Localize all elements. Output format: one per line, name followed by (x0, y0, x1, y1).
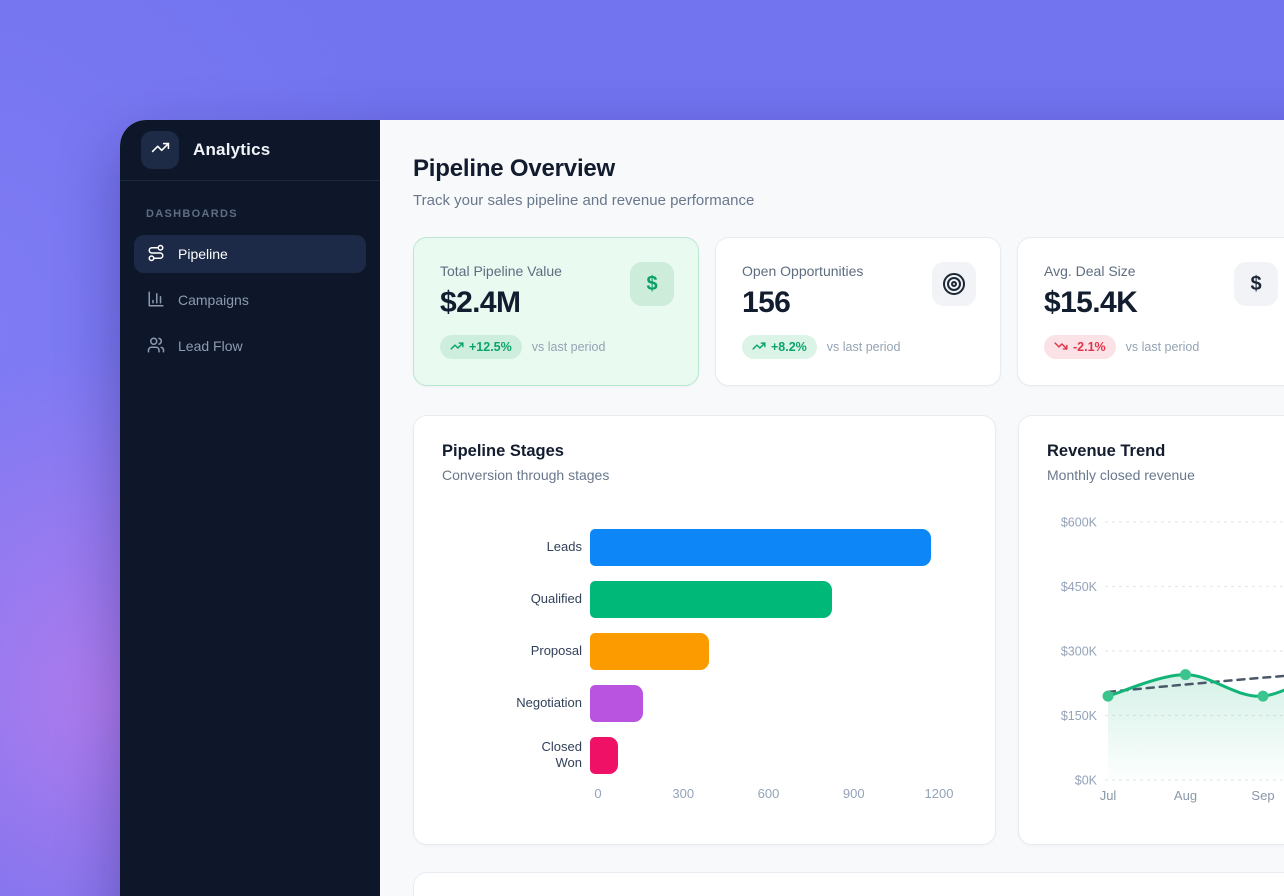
page-title: Pipeline Overview (413, 155, 616, 182)
sidebar-item-lead-flow[interactable]: Lead Flow (134, 327, 366, 365)
comparison-label: vs last period (826, 340, 901, 354)
bar-row: Proposal (442, 625, 967, 677)
sidebar-item-label: Lead Flow (178, 338, 243, 354)
pipeline-stages-chart-card: Pipeline Stages Conversion through stage… (413, 415, 996, 845)
sidebar-item-pipeline[interactable]: Pipeline (134, 235, 366, 273)
bar-track (590, 736, 967, 774)
y-axis-tick: $600K (1061, 516, 1098, 530)
change-badge: -2.1% (1044, 335, 1116, 359)
bar-track (590, 684, 967, 722)
app-title: Analytics (193, 140, 271, 159)
x-axis-month-label: Jul (1100, 788, 1117, 803)
comparison-label: vs last period (1125, 340, 1200, 354)
revenue-area-fill (1108, 674, 1284, 780)
bar-chart-icon (147, 290, 165, 311)
kpi-value: $2.4M (440, 286, 521, 319)
chart-subtitle: Monthly closed revenue (1047, 467, 1195, 483)
bottom-card-partial (413, 872, 1284, 896)
change-value: +12.5% (469, 340, 512, 354)
bar-track (590, 632, 967, 670)
app-window: Analytics DASHBOARDS Pipeline Campaigns (120, 120, 1284, 896)
trending-up-icon (752, 339, 766, 356)
bar-category-label: Negotiation (516, 695, 582, 711)
sidebar: Analytics DASHBOARDS Pipeline Campaigns (120, 120, 380, 896)
kpi-value: 156 (742, 286, 791, 319)
change-badge: +8.2% (742, 335, 817, 359)
page-subtitle: Track your sales pipeline and revenue pe… (413, 192, 755, 209)
kpi-card-avg-deal-size[interactable]: Avg. Deal Size $15.4K -2.1% vs last peri… (1017, 237, 1284, 386)
pipeline-stages-bar-chart: Leads Qualified Proposal Negotiation Closed W… (442, 521, 967, 781)
bar-track (590, 580, 967, 618)
kpi-label: Total Pipeline Value (440, 263, 562, 279)
main-content: Pipeline Overview Track your sales pipel… (380, 120, 1284, 896)
revenue-trend-line-chart: $600K$450K$300K$150K$0KJulAugSepOct (1061, 516, 1284, 803)
kpi-meta: -2.1% vs last period (1044, 335, 1276, 359)
x-axis-tick: 300 (672, 786, 695, 801)
kpi-meta: +8.2% vs last period (742, 335, 974, 359)
target-icon (932, 262, 976, 306)
x-axis-tick: 0 (594, 786, 602, 801)
chart-title: Revenue Trend (1047, 442, 1166, 460)
trending-up-icon (450, 339, 464, 356)
bar-track (590, 528, 967, 566)
bar-row: Leads (442, 521, 967, 573)
kpi-row: Total Pipeline Value $2.4M +12.5% vs las… (413, 237, 1284, 386)
sidebar-header: Analytics (120, 120, 380, 181)
kpi-meta: +12.5% vs last period (440, 335, 672, 359)
change-value: -2.1% (1073, 340, 1106, 354)
nav-section-label: DASHBOARDS (146, 208, 238, 220)
bar-category-label: Qualified (530, 591, 582, 607)
bar-segment[interactable] (590, 736, 619, 774)
users-icon (147, 336, 165, 357)
x-axis-tick: 600 (757, 786, 780, 801)
revenue-line (1106, 673, 1284, 698)
comparison-label: vs last period (531, 340, 606, 354)
bar-segment[interactable] (590, 580, 832, 618)
kpi-card-open-opportunities[interactable]: Open Opportunities 156 +8.2% vs last per… (715, 237, 1001, 386)
revenue-data-point[interactable] (1102, 690, 1114, 702)
x-axis-month-label: Aug (1174, 788, 1197, 803)
trend-dashed-line (1106, 674, 1284, 694)
bar-segment[interactable] (590, 684, 643, 722)
chart-subtitle: Conversion through stages (442, 467, 610, 483)
trending-down-icon (1054, 339, 1068, 356)
app-logo (141, 131, 179, 169)
bar-chart-x-axis: 0 300 600 900 1200 (594, 786, 967, 806)
revenue-data-point[interactable] (1180, 669, 1191, 681)
dollar-sign-icon: $ (1234, 262, 1278, 306)
sidebar-item-label: Campaigns (178, 292, 249, 308)
trending-up-icon (151, 138, 170, 162)
dollar-sign-icon: $ (630, 262, 674, 306)
y-axis-tick: $150K (1061, 709, 1098, 723)
y-axis-tick: $300K (1061, 645, 1098, 659)
bar-segment[interactable] (590, 528, 931, 566)
sidebar-item-campaigns[interactable]: Campaigns (134, 281, 366, 319)
kpi-label: Avg. Deal Size (1044, 263, 1136, 279)
x-axis-tick: 1200 (924, 786, 954, 801)
sidebar-nav: DASHBOARDS Pipeline Campaigns Lead Flow (120, 181, 380, 389)
bar-row: Qualified (442, 573, 967, 625)
bar-category-label: Leads (546, 539, 582, 555)
y-axis-tick: $450K (1061, 580, 1098, 594)
kpi-label: Open Opportunities (742, 263, 864, 279)
chart-title: Pipeline Stages (442, 442, 564, 460)
y-axis-tick: $0K (1075, 774, 1098, 788)
bar-category-label: Proposal (530, 643, 582, 659)
kpi-value: $15.4K (1044, 286, 1138, 319)
bar-category-label: Closed Won (541, 739, 582, 770)
revenue-data-point[interactable] (1257, 690, 1269, 702)
bar-row: Negotiation (442, 677, 967, 729)
route-icon (147, 244, 165, 265)
change-badge: +12.5% (440, 335, 522, 359)
revenue-trend-chart-card: Revenue Trend Monthly closed revenue $60… (1018, 415, 1284, 845)
bar-row: Closed Won (442, 729, 967, 781)
bar-segment[interactable] (590, 632, 710, 670)
sidebar-item-label: Pipeline (178, 246, 228, 262)
kpi-card-total-pipeline-value[interactable]: Total Pipeline Value $2.4M +12.5% vs las… (413, 237, 699, 386)
charts-row: Pipeline Stages Conversion through stage… (413, 415, 1284, 845)
x-axis-month-label: Sep (1251, 788, 1274, 803)
x-axis-tick: 900 (842, 786, 865, 801)
change-value: +8.2% (771, 340, 807, 354)
